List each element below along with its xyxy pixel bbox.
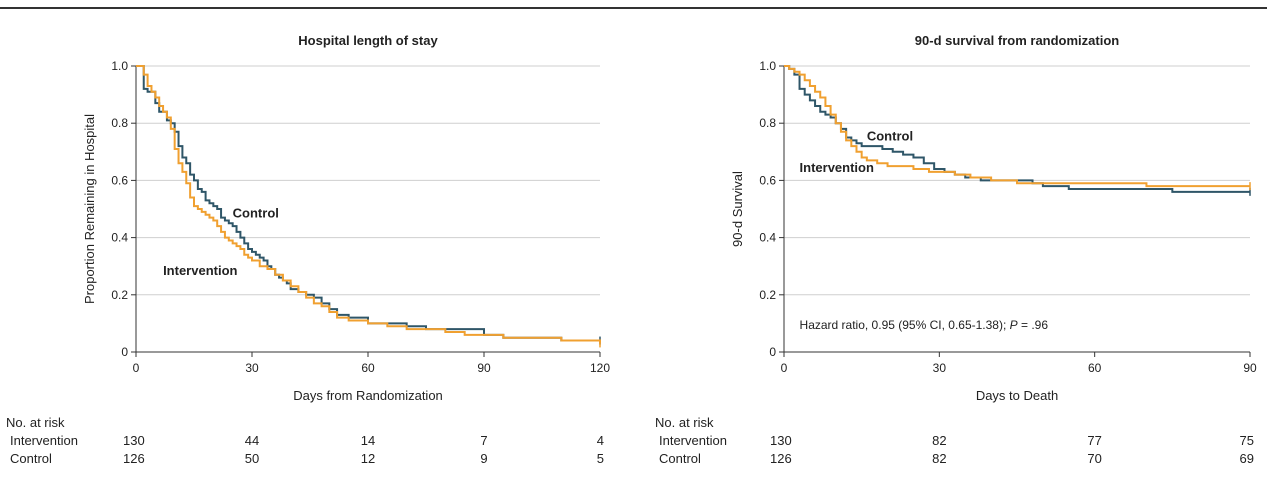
risk-value: 5 bbox=[597, 451, 604, 466]
y-tick-label: 0 bbox=[769, 345, 776, 359]
hazard-ratio-annotation: Hazard ratio, 0.95 (95% CI, 0.65-1.38); … bbox=[800, 318, 1049, 332]
risk-value: 44 bbox=[245, 433, 259, 448]
risk-value: 12 bbox=[361, 451, 375, 466]
y-tick-label: 0.4 bbox=[759, 231, 776, 245]
y-axis-label: Proportion Remaining in Hospital bbox=[82, 114, 97, 304]
chart-title: 90-d survival from randomization bbox=[915, 33, 1119, 48]
series-label: Control bbox=[867, 128, 913, 143]
series-label: Control bbox=[233, 206, 279, 221]
x-axis-label: Days from Randomization bbox=[293, 388, 443, 403]
risk-value: 130 bbox=[123, 433, 145, 448]
risk-value: 77 bbox=[1087, 433, 1101, 448]
series-line-intervention bbox=[784, 65, 1250, 188]
y-tick-label: 0.2 bbox=[111, 288, 128, 302]
risk-value: 7 bbox=[480, 433, 487, 448]
risk-value: 126 bbox=[123, 451, 145, 466]
x-tick-label: 30 bbox=[245, 361, 259, 375]
risk-value: 82 bbox=[932, 433, 946, 448]
chart-1: Hospital length of stay 0 0.2 0.4 0.6 0.8 1.0 0… bbox=[6, 33, 610, 466]
chart-title: Hospital length of stay bbox=[298, 33, 438, 48]
risk-value: 69 bbox=[1240, 451, 1254, 466]
y-tick-label: 0.8 bbox=[111, 116, 128, 130]
series-label: Intervention bbox=[163, 263, 237, 278]
y-tick-label: 1.0 bbox=[759, 59, 776, 73]
x-tick-label: 0 bbox=[781, 361, 788, 375]
x-tick-label: 90 bbox=[1243, 361, 1257, 375]
y-tick-label: 0.6 bbox=[111, 173, 128, 187]
risk-row-label: Control bbox=[10, 451, 52, 466]
y-tick-label: 0 bbox=[121, 345, 128, 359]
y-tick-label: 0.8 bbox=[759, 116, 776, 130]
y-axis-label: 90-d Survival bbox=[730, 171, 745, 247]
risk-table-header: No. at risk bbox=[6, 415, 65, 430]
y-tick-label: 0.2 bbox=[759, 288, 776, 302]
risk-value: 4 bbox=[597, 433, 604, 448]
y-tick-label: 0.4 bbox=[111, 231, 128, 245]
risk-value: 75 bbox=[1240, 433, 1254, 448]
x-tick-label: 90 bbox=[477, 361, 491, 375]
x-tick-label: 30 bbox=[933, 361, 947, 375]
y-tick-label: 0.6 bbox=[759, 173, 776, 187]
x-tick-label: 0 bbox=[133, 361, 140, 375]
risk-value: 82 bbox=[932, 451, 946, 466]
risk-value: 126 bbox=[770, 451, 792, 466]
x-axis-label: Days to Death bbox=[976, 388, 1058, 403]
y-tick-label: 1.0 bbox=[111, 59, 128, 73]
chart-2: 90-d survival from randomization 0 0.2 0.4 0… bbox=[655, 33, 1257, 466]
x-tick-label: 120 bbox=[590, 361, 610, 375]
risk-value: 9 bbox=[480, 451, 487, 466]
risk-value: 130 bbox=[770, 433, 792, 448]
risk-value: 50 bbox=[245, 451, 259, 466]
risk-table-header: No. at risk bbox=[655, 415, 714, 430]
x-tick-label: 60 bbox=[1088, 361, 1102, 375]
x-tick-label: 60 bbox=[361, 361, 375, 375]
risk-row-label: Control bbox=[659, 451, 701, 466]
series-line-control bbox=[136, 65, 600, 342]
series-line-intervention bbox=[136, 65, 601, 344]
risk-value: 70 bbox=[1087, 451, 1101, 466]
top-rule bbox=[0, 7, 1267, 9]
risk-row-label: Intervention bbox=[10, 433, 78, 448]
series-label: Intervention bbox=[800, 160, 874, 175]
risk-row-label: Intervention bbox=[659, 433, 727, 448]
risk-value: 14 bbox=[361, 433, 375, 448]
